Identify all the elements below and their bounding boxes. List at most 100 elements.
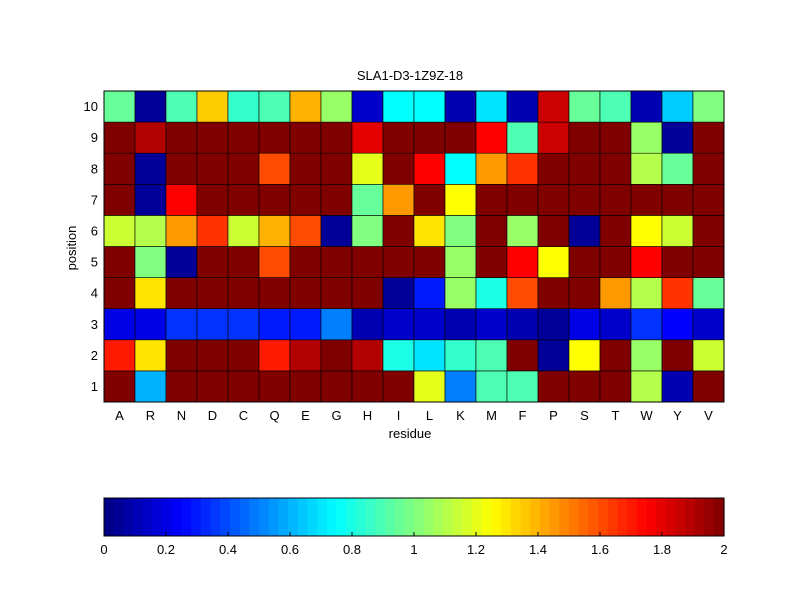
heatmap-cell bbox=[258, 90, 291, 123]
colorbar-tick-labels: 0 0.2 0.4 0.6 0.8 1 1.2 1.4 1.6 1.8 2 bbox=[100, 532, 728, 557]
heatmap-cell bbox=[537, 370, 570, 403]
heatmap-cell bbox=[661, 184, 694, 216]
heatmap-cell bbox=[289, 121, 322, 154]
heatmap-cell bbox=[196, 215, 229, 247]
x-tick-label: D bbox=[208, 408, 217, 423]
heatmap-cell bbox=[227, 370, 260, 403]
heatmap-cell bbox=[444, 121, 477, 154]
colorbar-swatch bbox=[491, 498, 502, 536]
heatmap-cell bbox=[630, 277, 663, 310]
x-tick-label: E bbox=[301, 408, 310, 423]
x-tick-label: H bbox=[363, 408, 372, 423]
heatmap-cell bbox=[351, 339, 384, 372]
colorbar-swatch bbox=[307, 498, 318, 536]
colorbar-swatch bbox=[588, 498, 599, 536]
heatmap-cell bbox=[475, 277, 508, 310]
colorbar-swatch bbox=[104, 498, 115, 536]
x-tick-label: F bbox=[519, 408, 527, 423]
heatmap-cell bbox=[227, 246, 260, 278]
colorbar-swatch bbox=[278, 498, 289, 536]
heatmap-cell bbox=[413, 277, 446, 310]
y-tick-label: 1 bbox=[91, 379, 98, 394]
heatmap-cell bbox=[165, 277, 198, 310]
colorbar bbox=[103, 497, 725, 537]
heatmap-cell bbox=[568, 370, 601, 403]
colorbar-tick-label: 0.8 bbox=[343, 542, 361, 557]
heatmap-cell bbox=[475, 215, 508, 247]
heatmap-cell bbox=[475, 90, 508, 123]
colorbar-tick-label: 2 bbox=[720, 542, 727, 557]
colorbar-tick-label: 0 bbox=[100, 542, 107, 557]
heatmap-cell bbox=[134, 246, 167, 278]
colorbar-swatch bbox=[181, 498, 192, 536]
x-tick-label: L bbox=[426, 408, 433, 423]
heatmap-cell bbox=[537, 121, 570, 154]
colorbar-swatch bbox=[675, 498, 686, 536]
y-tick-label: 7 bbox=[91, 192, 98, 207]
colorbar-swatch bbox=[297, 498, 309, 536]
heatmap-cell bbox=[475, 339, 508, 372]
heatmap-cell bbox=[165, 184, 198, 216]
heatmap-cell bbox=[537, 246, 570, 278]
heatmap-cell bbox=[661, 370, 694, 403]
heatmap-cell bbox=[413, 184, 446, 216]
colorbar-swatch bbox=[665, 498, 677, 536]
colorbar-swatch bbox=[646, 498, 657, 536]
x-tick-label: A bbox=[115, 408, 124, 423]
colorbar-swatch bbox=[559, 498, 570, 536]
heatmap-cell bbox=[289, 246, 322, 278]
heatmap-cell bbox=[258, 277, 291, 310]
colorbar-swatch bbox=[191, 498, 202, 536]
colorbar-swatch bbox=[452, 498, 464, 536]
y-tick-label: 2 bbox=[91, 348, 98, 363]
heatmap-cell bbox=[103, 90, 136, 123]
heatmap-cell bbox=[134, 90, 167, 123]
heatmap-cell bbox=[382, 152, 415, 185]
colorbar-swatch bbox=[501, 498, 512, 536]
colorbar-swatch bbox=[133, 498, 144, 536]
colorbar-swatch bbox=[578, 498, 589, 536]
heatmap-cell bbox=[413, 339, 446, 372]
heatmap-cell bbox=[506, 152, 539, 185]
colorbar-tick-label: 1.4 bbox=[529, 542, 547, 557]
colorbar-swatch bbox=[530, 498, 541, 536]
heatmap-cell bbox=[134, 215, 167, 247]
heatmap-cell bbox=[227, 339, 260, 372]
heatmap-cell bbox=[320, 246, 353, 278]
colorbar-swatch bbox=[171, 498, 183, 536]
colorbar-swatch bbox=[404, 498, 415, 536]
colorbar-swatch bbox=[539, 498, 551, 536]
heatmap-cell bbox=[134, 277, 167, 310]
heatmap-cell bbox=[320, 184, 353, 216]
heatmap-cell bbox=[165, 121, 198, 154]
colorbar-swatch bbox=[239, 498, 250, 536]
heatmap-cell bbox=[475, 246, 508, 278]
colorbar-swatch bbox=[607, 498, 619, 536]
x-tick-label: S bbox=[580, 408, 589, 423]
heatmap-cell bbox=[692, 90, 725, 123]
colorbar-swatch bbox=[152, 498, 163, 536]
heatmap-cell bbox=[444, 152, 477, 185]
heatmap-cell bbox=[692, 121, 725, 154]
heatmap-cell bbox=[661, 215, 694, 247]
heatmap-cell bbox=[320, 277, 353, 310]
x-tick-label: W bbox=[640, 408, 653, 423]
colorbar-swatch bbox=[394, 498, 405, 536]
heatmap-cell bbox=[475, 184, 508, 216]
colorbar-swatch bbox=[569, 498, 580, 536]
colorbar-swatch bbox=[365, 498, 376, 536]
heatmap-cell bbox=[258, 215, 291, 247]
heatmap-cell bbox=[568, 277, 601, 310]
heatmap-cell bbox=[227, 308, 260, 341]
colorbar-swatch bbox=[317, 498, 328, 536]
heatmap-cell bbox=[692, 152, 725, 185]
heatmap-cell bbox=[382, 339, 415, 372]
x-tick-label: V bbox=[704, 408, 713, 423]
heatmap-cell bbox=[661, 339, 694, 372]
colorbar-swatch bbox=[481, 498, 493, 536]
heatmap-cell bbox=[506, 215, 539, 247]
x-tick-label: C bbox=[239, 408, 248, 423]
colorbar-tick-label: 1.8 bbox=[653, 542, 671, 557]
